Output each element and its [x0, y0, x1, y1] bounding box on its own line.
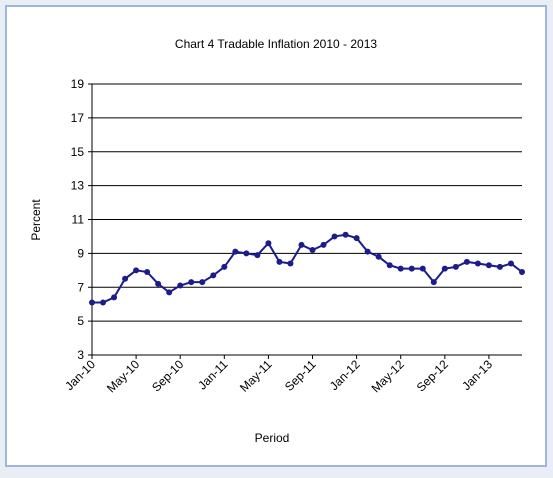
- data-point: [342, 231, 349, 238]
- data-point: [507, 260, 514, 267]
- data-point: [463, 258, 470, 265]
- data-point: [353, 235, 360, 242]
- data-point: [397, 265, 404, 272]
- data-point: [287, 260, 294, 267]
- data-point: [430, 279, 437, 286]
- data-point: [177, 282, 184, 289]
- y-tick-label: 13: [71, 179, 85, 193]
- y-tick-label: 19: [71, 77, 85, 91]
- data-point: [276, 258, 283, 265]
- y-tick-label: 17: [71, 111, 85, 125]
- data-point: [298, 241, 305, 248]
- data-point: [441, 265, 448, 272]
- chart-title: Chart 4 Tradable Inflation 2010 - 2013: [175, 37, 377, 51]
- data-point: [331, 233, 338, 240]
- data-point: [89, 299, 95, 306]
- data-line: [92, 233, 523, 304]
- data-point: [122, 275, 129, 282]
- data-point: [309, 246, 316, 253]
- data-point: [452, 263, 459, 270]
- y-tick-label: 9: [77, 246, 84, 260]
- y-tick-label: 15: [71, 145, 85, 159]
- data-point: [100, 299, 107, 306]
- data-point: [199, 279, 206, 286]
- data-point: [232, 248, 239, 255]
- data-point: [474, 260, 481, 267]
- data-point: [519, 269, 525, 276]
- data-point: [111, 294, 118, 301]
- data-point: [221, 263, 228, 270]
- data-point: [320, 241, 327, 248]
- x-axis-label: Period: [255, 431, 290, 445]
- y-tick-label: 3: [77, 348, 84, 362]
- y-tick-label: 7: [77, 280, 84, 294]
- y-tick-label: 5: [77, 314, 84, 328]
- data-point: [386, 262, 393, 269]
- data-point: [188, 279, 195, 286]
- data-point: [485, 262, 492, 269]
- data-point: [254, 252, 261, 259]
- data-point: [133, 267, 140, 274]
- data-point: [243, 250, 250, 257]
- data-point: [265, 240, 272, 247]
- data-point: [496, 263, 503, 270]
- data-point: [408, 265, 415, 272]
- data-point: [155, 280, 162, 287]
- data-point: [364, 248, 371, 255]
- data-point: [210, 272, 217, 279]
- y-axis-label: Percent: [29, 199, 43, 241]
- data-point: [166, 289, 173, 296]
- data-point: [375, 253, 382, 260]
- chart-frame: [5, 5, 547, 467]
- y-tick-label: 11: [72, 213, 85, 227]
- data-point: [419, 265, 426, 272]
- data-point: [144, 269, 151, 276]
